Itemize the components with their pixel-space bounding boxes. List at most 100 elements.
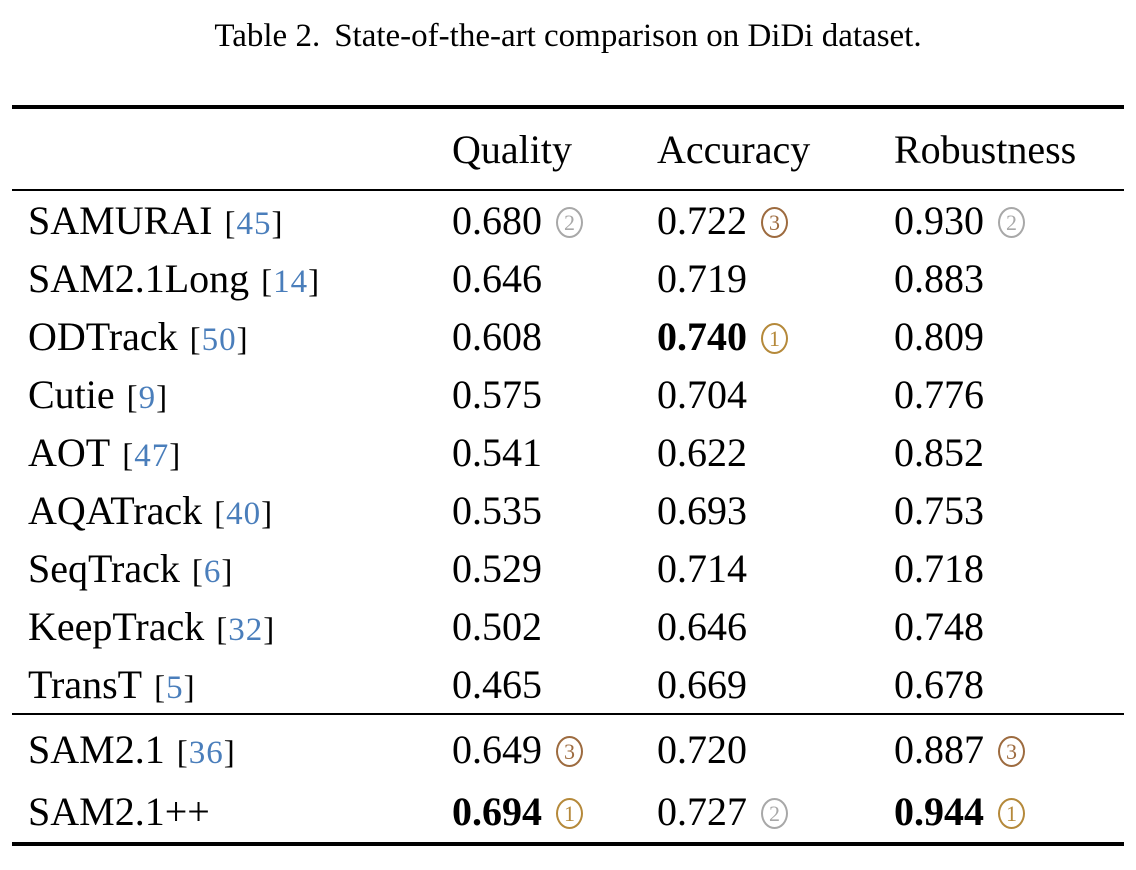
rank-3-badge: 3	[556, 736, 583, 767]
citation-bracket-close: ]	[236, 321, 249, 358]
method-name: SAM2.1Long	[28, 255, 250, 301]
citation-bracket-close: ]	[221, 553, 234, 590]
sam-group: SAM2.1 [36] 0.649 3 0.720 0.887 3 SAM2.1++ 0.694…	[12, 715, 1124, 842]
method-cell: SAMURAI [45]	[12, 197, 452, 244]
table-caption: Table 2. State-of-the-art comparison on D…	[0, 14, 1136, 58]
citation-bracket-open: [	[189, 321, 202, 358]
citation-bracket-open: [	[126, 379, 139, 416]
citation-bracket-open: [	[214, 495, 227, 532]
metric-value: 0.740	[657, 313, 747, 359]
metric-value: 0.727	[657, 788, 747, 834]
metric-cell-accuracy: 0.740 1	[657, 313, 894, 360]
method-cell: KeepTrack [32]	[12, 603, 452, 650]
table-row: SAM2.1++ 0.694 1 0.727 2 0.944 1	[12, 780, 1124, 842]
citation-number: 6	[203, 553, 222, 590]
metric-value: 0.944	[894, 788, 984, 834]
method-name: AOT	[28, 429, 111, 475]
citation-bracket-open: [	[154, 669, 167, 706]
metric-value: 0.776	[894, 371, 984, 417]
table-row: AQATrack [40] 0.535 0.693 0.753	[12, 481, 1124, 539]
metric-cell-robustness: 0.883	[894, 255, 1124, 302]
metric-cell-quality: 0.694 1	[452, 788, 657, 835]
citation-link[interactable]: [6]	[192, 554, 234, 590]
metric-cell-quality: 0.575	[452, 371, 657, 418]
method-name: SAM2.1	[28, 726, 165, 772]
citation-link[interactable]: [9]	[127, 380, 169, 416]
table-row: SAM2.1 [36] 0.649 3 0.720 0.887 3	[12, 718, 1124, 780]
citation-number: 45	[236, 205, 272, 242]
metric-value: 0.608	[452, 313, 542, 359]
rank-1-badge: 1	[761, 323, 788, 354]
citation-link[interactable]: [36]	[177, 735, 236, 771]
citation-link[interactable]: [47]	[122, 438, 181, 474]
metric-cell-robustness: 0.930 2	[894, 197, 1124, 244]
metric-value: 0.720	[657, 726, 747, 772]
citation-link[interactable]: [45]	[224, 206, 283, 242]
section-rule	[12, 713, 1124, 715]
metric-cell-accuracy: 0.720	[657, 726, 894, 773]
metric-value: 0.694	[452, 788, 542, 834]
citation-link[interactable]: [50]	[190, 322, 249, 358]
citation-bracket-open: [	[224, 205, 237, 242]
metric-value: 0.704	[657, 371, 747, 417]
table-row: SAMURAI [45] 0.680 2 0.722 3 0.930 2	[12, 191, 1124, 249]
method-name: TransT	[28, 661, 143, 707]
metric-value: 0.693	[657, 487, 747, 533]
method-name: SAM2.1++	[28, 788, 210, 834]
citation-bracket-close: ]	[156, 379, 169, 416]
metric-value: 0.649	[452, 726, 542, 772]
metric-cell-accuracy: 0.704	[657, 371, 894, 418]
citation-bracket-close: ]	[271, 205, 284, 242]
metric-cell-quality: 0.649 3	[452, 726, 657, 773]
citation-number: 47	[134, 437, 170, 474]
method-cell: AOT [47]	[12, 429, 452, 476]
method-name: AQATrack	[28, 487, 203, 533]
metric-cell-quality: 0.680 2	[452, 197, 657, 244]
citation-bracket-open: [	[176, 734, 189, 771]
metric-cell-quality: 0.529	[452, 545, 657, 592]
citation-bracket-close: ]	[169, 437, 182, 474]
metric-value: 0.646	[657, 603, 747, 649]
metric-cell-accuracy: 0.693	[657, 487, 894, 534]
metric-cell-robustness: 0.776	[894, 371, 1124, 418]
method-cell: Cutie [9]	[12, 371, 452, 418]
method-cell: AQATrack [40]	[12, 487, 452, 534]
citation-link[interactable]: [40]	[214, 496, 273, 532]
metric-value: 0.541	[452, 429, 542, 475]
citation-link[interactable]: [5]	[154, 670, 196, 706]
rank-3-badge: 3	[761, 207, 788, 238]
paper-table-figure: Table 2. State-of-the-art comparison on D…	[0, 14, 1136, 846]
table-row: KeepTrack [32] 0.502 0.646 0.748	[12, 597, 1124, 655]
metric-value: 0.887	[894, 726, 984, 772]
top-rule	[12, 105, 1124, 109]
metric-value: 0.748	[894, 603, 984, 649]
citation-link[interactable]: [14]	[261, 264, 320, 300]
citation-number: 5	[166, 669, 184, 706]
metric-cell-quality: 0.646	[452, 255, 657, 302]
column-header-accuracy: Accuracy	[657, 126, 811, 172]
citation-bracket-close: ]	[263, 611, 276, 648]
citation-bracket-close: ]	[183, 669, 196, 706]
metric-value: 0.465	[452, 661, 542, 707]
metric-cell-robustness: 0.852	[894, 429, 1124, 476]
method-name: KeepTrack	[28, 603, 205, 649]
comparison-table: Quality Accuracy Robustness SAMURAI [45] 0…	[12, 105, 1124, 846]
rank-2-badge: 2	[556, 207, 583, 238]
metric-cell-accuracy: 0.622	[657, 429, 894, 476]
metric-value: 0.678	[894, 661, 984, 707]
rank-2-badge: 2	[998, 207, 1025, 238]
metric-value: 0.502	[452, 603, 542, 649]
metric-value: 0.714	[657, 545, 747, 591]
column-header-quality: Quality	[452, 126, 572, 172]
metric-cell-robustness: 0.748	[894, 603, 1124, 650]
metric-value: 0.852	[894, 429, 984, 475]
table-row: SAM2.1Long [14] 0.646 0.719 0.883	[12, 249, 1124, 307]
citation-number: 9	[138, 379, 157, 416]
table-row: Cutie [9] 0.575 0.704 0.776	[12, 365, 1124, 423]
metric-cell-quality: 0.541	[452, 429, 657, 476]
citation-bracket-open: [	[122, 437, 135, 474]
citation-link[interactable]: [32]	[216, 612, 275, 648]
metric-value: 0.753	[894, 487, 984, 533]
trackers-group: SAMURAI [45] 0.680 2 0.722 3 0.930 2 SAM2.1Long […	[12, 191, 1124, 713]
method-name: ODTrack	[28, 313, 178, 359]
